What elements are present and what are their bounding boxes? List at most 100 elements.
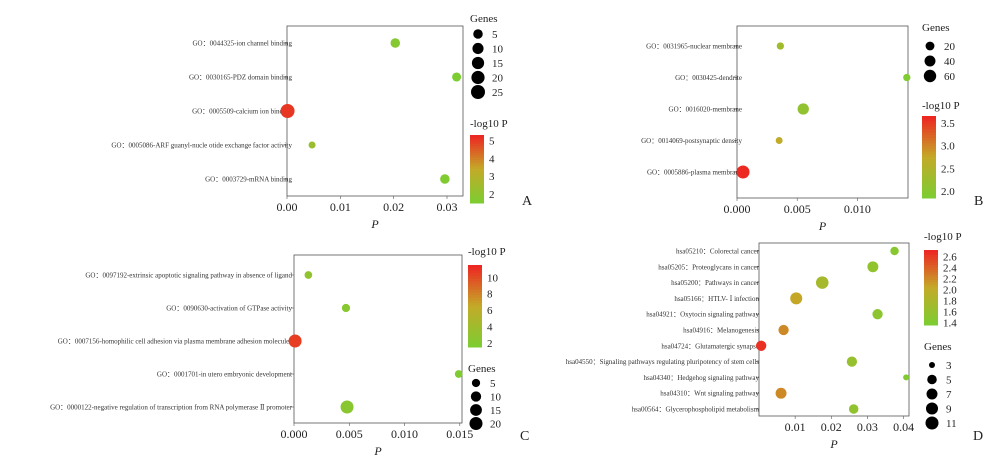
color-legend-bar xyxy=(470,169,484,172)
color-legend-label: 3.5 xyxy=(941,118,955,130)
color-legend-title: -log10 P xyxy=(924,231,962,243)
y-tick-label: GO：0014069-postsynaptic density xyxy=(641,137,742,145)
color-legend-bar xyxy=(470,184,484,188)
y-tick-label: GO：0031965-nuclear membrane xyxy=(646,43,742,51)
color-legend-bar xyxy=(922,118,936,122)
color-legend-bar xyxy=(924,315,938,318)
color-legend-bar xyxy=(922,151,936,155)
color-legend-bar xyxy=(924,292,938,296)
data-point xyxy=(736,165,750,179)
color-legend-bar xyxy=(468,297,482,302)
color-legend-label: 4 xyxy=(489,153,495,165)
data-point xyxy=(340,400,354,414)
color-legend-bar xyxy=(470,191,484,195)
color-legend-bar xyxy=(924,300,938,303)
y-tick-label: GO：0007156-homophilic cell adhesion via … xyxy=(58,338,293,346)
data-point xyxy=(756,340,767,351)
data-point xyxy=(867,261,879,273)
color-legend-bar xyxy=(470,196,484,199)
y-tick-label: hsa00564：Glycerophospholipid metabolism xyxy=(632,406,760,414)
data-point xyxy=(341,303,351,313)
color-legend-bar xyxy=(470,187,484,190)
color-legend-bar xyxy=(468,338,482,343)
color-legend-title: -log10 P xyxy=(470,118,508,130)
color-legend-bar xyxy=(922,173,936,177)
color-legend-bar xyxy=(468,300,482,304)
color-legend-bar xyxy=(922,148,936,153)
panel-a: GO：0044325-ion channel binding GO：0030165… xyxy=(111,13,533,231)
color-legend-bar xyxy=(468,327,482,332)
y-tick-label: hsa05205：Proteoglycans in cancer xyxy=(658,263,759,271)
color-legend-bar xyxy=(924,322,938,326)
color-legend-bar xyxy=(468,319,482,323)
color-legend-label: 8 xyxy=(487,289,493,301)
x-tick-label: 0.015 xyxy=(446,427,473,441)
data-point xyxy=(815,276,829,289)
color-legend-bar xyxy=(470,198,484,202)
color-legend-bar xyxy=(924,262,938,266)
y-tick-label: hsa05166：HTLV- Ⅰ infection xyxy=(674,295,759,303)
color-legend-label: 2.0 xyxy=(941,186,955,198)
x-tick-label: 0.010 xyxy=(391,427,418,441)
size-legend-dot xyxy=(929,362,935,368)
color-legend-bar xyxy=(922,162,936,166)
size-legend-title: Genes xyxy=(924,341,952,353)
color-legend-bar xyxy=(922,178,936,183)
color-legend-bar xyxy=(470,175,484,179)
y-tick-label: GO：0044325-ion channel binding xyxy=(192,40,292,48)
data-point xyxy=(452,72,462,82)
size-legend-label: 11 xyxy=(946,418,957,430)
color-legend-bar xyxy=(924,287,938,291)
color-legend-bar xyxy=(468,265,482,269)
color-legend-bar xyxy=(470,173,484,177)
color-legend-bar xyxy=(468,341,482,345)
color-legend-bar xyxy=(470,146,484,150)
size-legend-label: 10 xyxy=(492,44,504,56)
size-legend-label: 60 xyxy=(944,71,956,83)
color-legend-bar xyxy=(922,126,936,131)
color-legend-bar xyxy=(924,302,938,306)
color-legend-bar xyxy=(924,280,938,283)
y-tick-label: GO：0005886-plasma membrane xyxy=(647,169,742,177)
color-legend-bar xyxy=(922,146,936,150)
color-legend-bar xyxy=(468,278,482,282)
data-point xyxy=(454,370,463,378)
data-point xyxy=(440,174,450,184)
color-legend-bar xyxy=(468,303,482,307)
color-legend-bar xyxy=(924,252,938,256)
color-legend-bar xyxy=(468,344,482,348)
size-legend-label: 25 xyxy=(492,87,504,99)
size-legend-label: 5 xyxy=(946,375,952,387)
size-legend-dot xyxy=(470,404,482,416)
color-legend-label: 2.2 xyxy=(943,273,957,285)
x-tick-label: 0.02 xyxy=(821,420,842,434)
color-legend-bar xyxy=(470,171,484,175)
x-tick-label: 0.00 xyxy=(277,200,298,214)
color-legend-bar xyxy=(924,272,938,276)
y-tick-label: hsa05200：Pathways in cancer xyxy=(671,279,760,287)
x-axis-title: P xyxy=(370,217,379,231)
size-legend-dot xyxy=(471,56,485,70)
x-tick-label: 0.02 xyxy=(383,200,404,214)
color-legend-bar xyxy=(470,180,484,184)
y-tick-label: GO：0005509-calcium ion binding xyxy=(192,108,292,116)
data-point xyxy=(778,324,789,336)
color-legend-bar xyxy=(922,132,936,136)
data-point xyxy=(390,38,401,48)
size-legend-label: 7 xyxy=(946,389,952,401)
y-tick-label: GO：0090630-activation of GTPase activity xyxy=(166,305,292,313)
y-tick-label: hsa04340：Hedgehog signaling pathway xyxy=(644,374,760,382)
x-tick-label: 0.01 xyxy=(785,420,806,434)
size-legend-title: Genes xyxy=(922,22,950,34)
panel-letter: B xyxy=(974,194,983,209)
color-legend-label: 4 xyxy=(487,322,493,334)
size-legend-label: 10 xyxy=(490,392,502,404)
color-legend-label: 5 xyxy=(489,135,495,147)
size-legend-dot xyxy=(926,388,938,400)
color-legend-bar xyxy=(922,184,936,188)
y-tick-label: GO：0000122-negative regulation of transc… xyxy=(50,404,293,412)
color-legend-label: 1.4 xyxy=(943,317,957,329)
color-legend-bar xyxy=(924,250,938,253)
size-legend-dot xyxy=(473,29,483,39)
plot-area xyxy=(286,25,464,197)
